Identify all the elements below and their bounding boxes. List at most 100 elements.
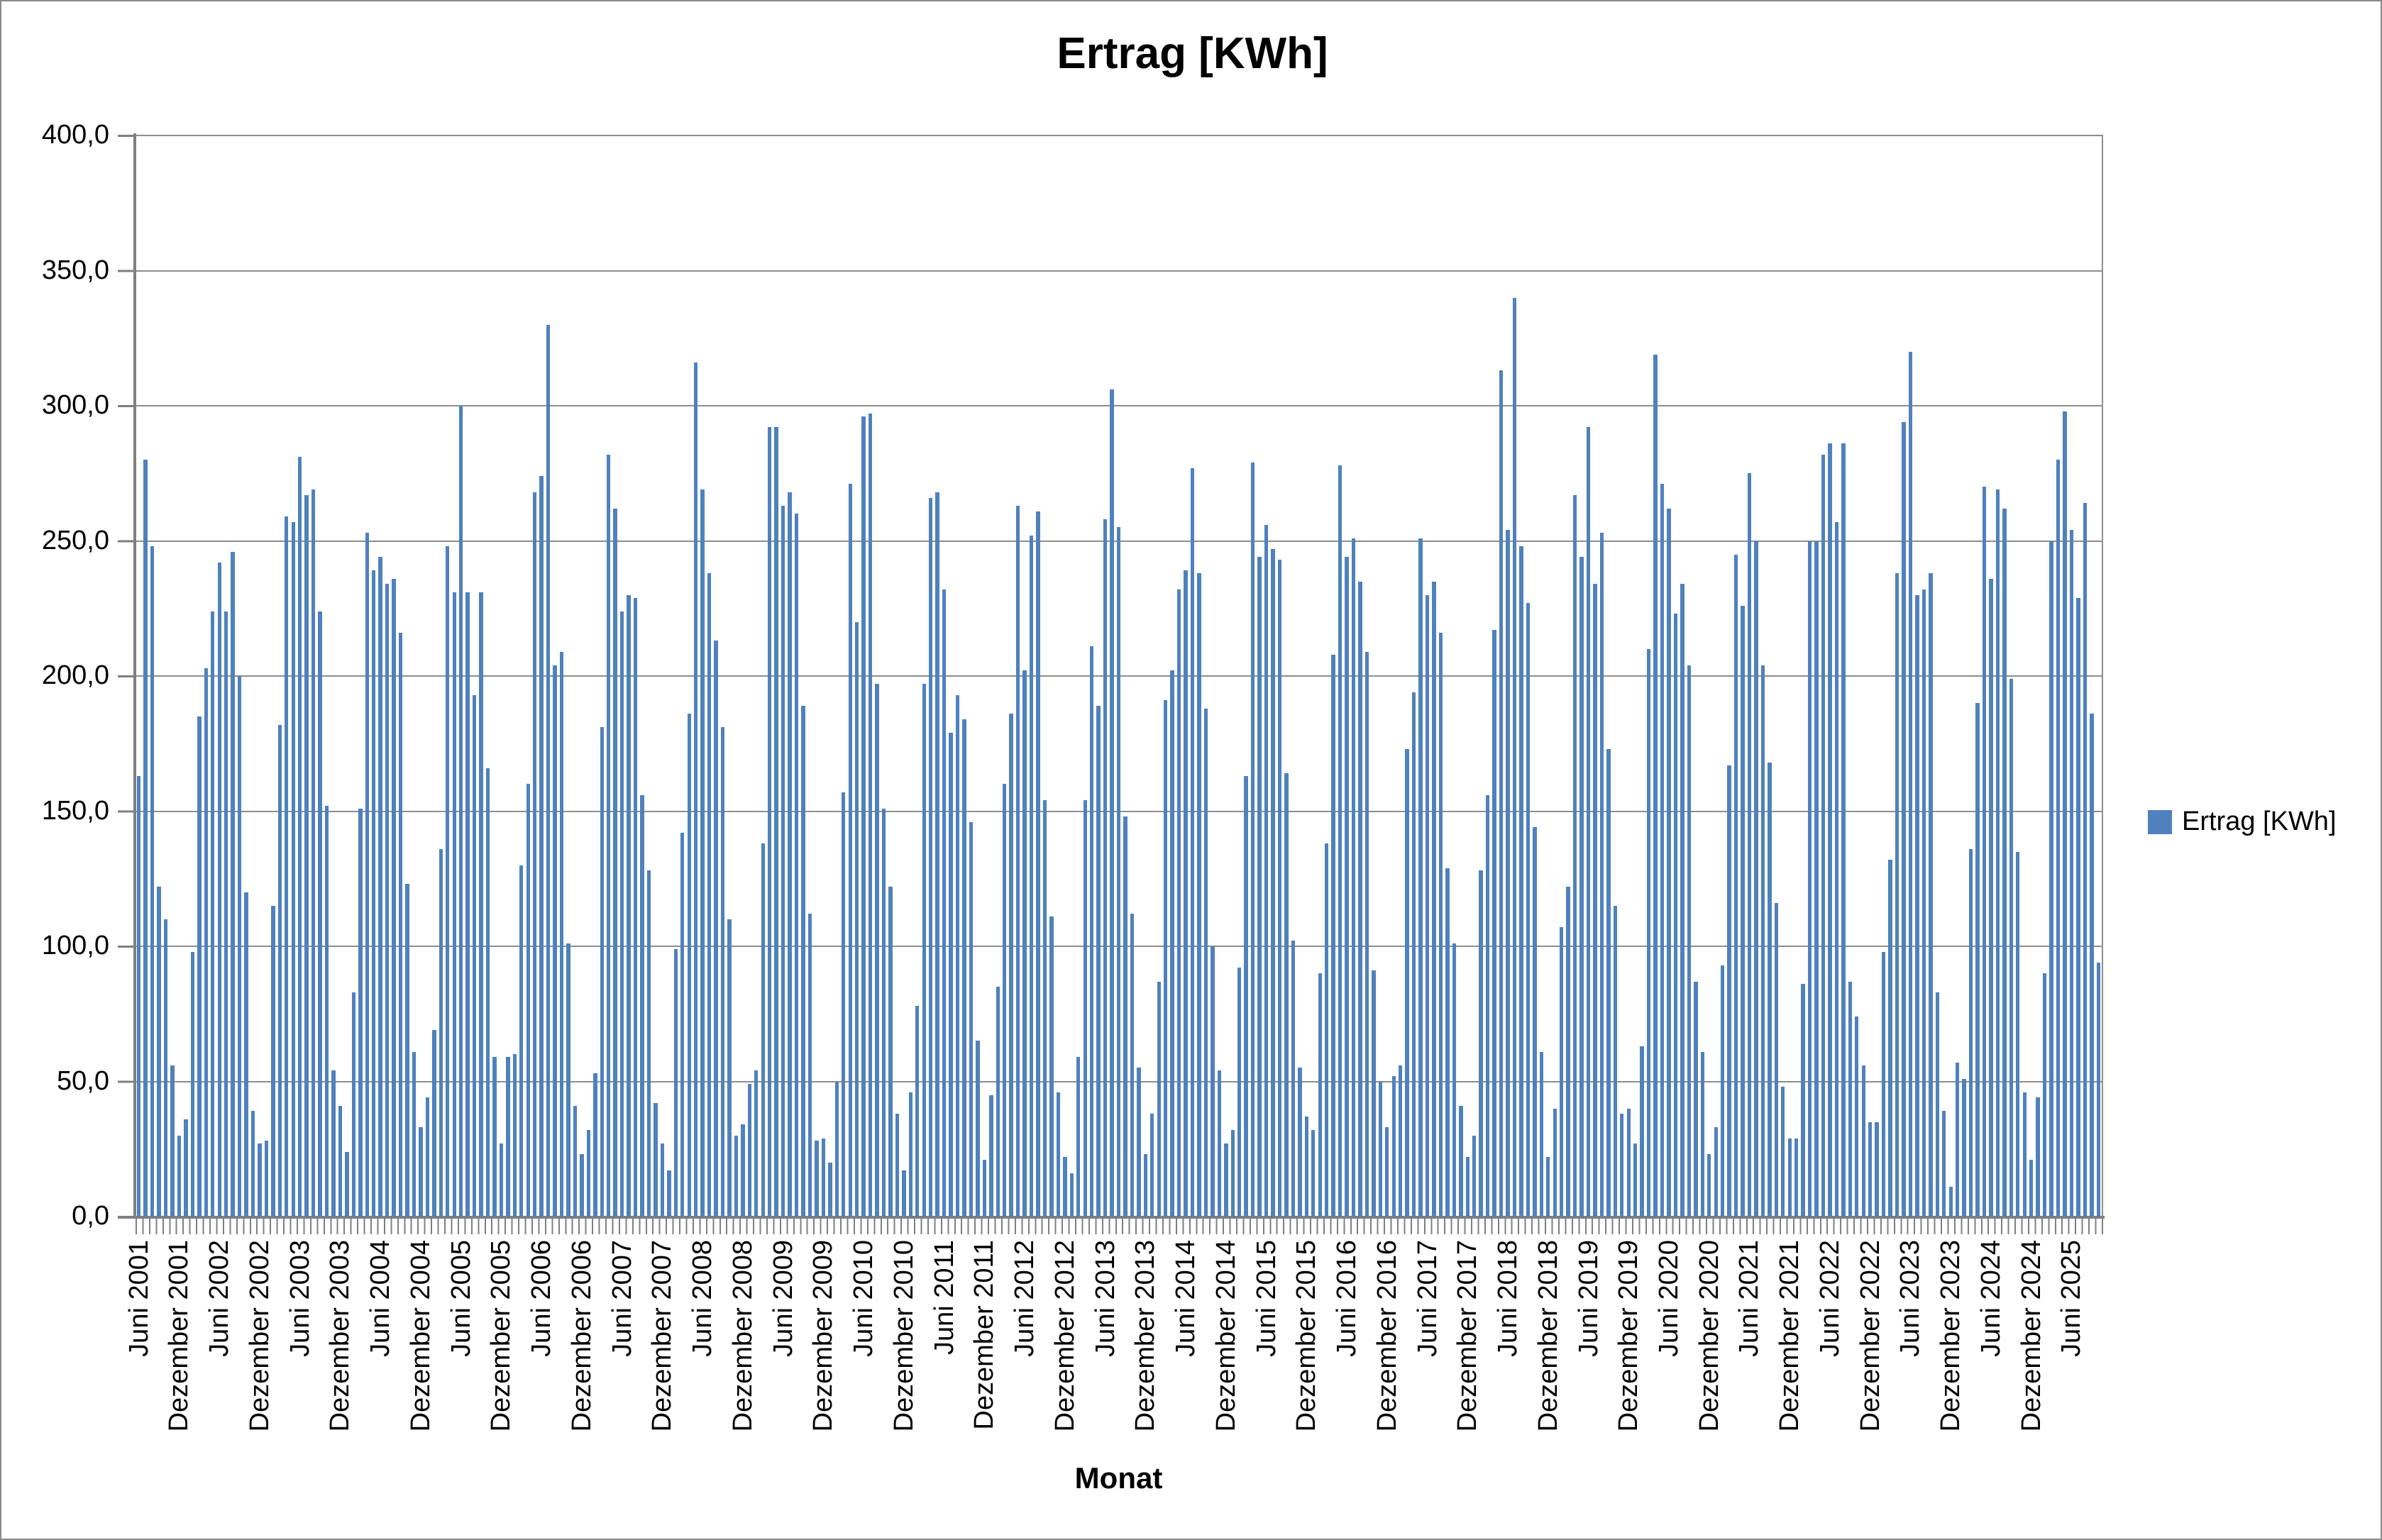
bar xyxy=(1197,573,1201,1217)
bar xyxy=(1539,1051,1543,1217)
y-axis-label: 0,0 xyxy=(72,1201,109,1231)
x-axis-label: Dezember 2019 xyxy=(1614,1240,1644,1432)
y-axis-label: 250,0 xyxy=(41,525,109,555)
bar xyxy=(1190,467,1195,1217)
bar xyxy=(365,533,369,1217)
x-axis-label: Dezember 2008 xyxy=(727,1240,758,1432)
bar xyxy=(553,665,557,1217)
bar xyxy=(1801,984,1805,1217)
bar xyxy=(895,1114,900,1217)
bar xyxy=(1660,484,1665,1217)
bar xyxy=(566,943,570,1217)
bar xyxy=(1364,651,1369,1217)
bar xyxy=(928,497,933,1217)
bar xyxy=(331,1070,336,1217)
bar xyxy=(573,1105,578,1217)
bar xyxy=(1311,1130,1316,1217)
bar xyxy=(720,727,725,1217)
gridline xyxy=(136,270,2103,272)
x-axis-tick-marks xyxy=(136,1219,2103,1234)
bar xyxy=(398,633,403,1217)
bar xyxy=(1506,530,1510,1217)
bar xyxy=(1855,1016,1859,1217)
x-axis-label: Dezember 2018 xyxy=(1533,1240,1563,1432)
bar xyxy=(1714,1127,1718,1217)
bar xyxy=(1760,665,1765,1217)
x-axis-label: Juni 2020 xyxy=(1654,1240,1684,1357)
x-axis-label: Dezember 2023 xyxy=(1936,1240,1966,1432)
bar xyxy=(922,684,926,1217)
bar xyxy=(2022,1092,2027,1217)
bar xyxy=(1741,605,1745,1217)
bar xyxy=(734,1135,739,1217)
bar xyxy=(1962,1078,1966,1217)
bar xyxy=(217,562,221,1217)
bar xyxy=(1579,557,1584,1217)
x-axis-label: Dezember 2021 xyxy=(1775,1240,1805,1432)
bar xyxy=(499,1143,504,1217)
bar xyxy=(1512,297,1517,1217)
bar xyxy=(405,884,409,1217)
bar xyxy=(962,719,966,1217)
bar xyxy=(1942,1111,1946,1217)
bar xyxy=(519,865,524,1217)
bar xyxy=(794,514,799,1217)
bar xyxy=(1042,800,1047,1217)
bar xyxy=(600,727,604,1217)
x-axis-label: Juni 2013 xyxy=(1090,1240,1120,1357)
bar xyxy=(143,460,148,1217)
bar xyxy=(1203,708,1208,1217)
x-axis-label: Juni 2016 xyxy=(1332,1240,1362,1357)
bar xyxy=(211,611,215,1217)
bar xyxy=(788,492,792,1217)
y-axis-label: 350,0 xyxy=(41,255,109,285)
bar xyxy=(1768,762,1772,1217)
legend-label: Ertrag [KWh] xyxy=(2182,807,2337,836)
bar xyxy=(868,414,873,1217)
bar xyxy=(1465,1157,1470,1217)
bar xyxy=(774,427,778,1217)
x-axis-label: Dezember 2006 xyxy=(566,1240,597,1432)
bar xyxy=(727,919,732,1217)
bar xyxy=(607,454,611,1217)
bar xyxy=(875,684,879,1217)
bar xyxy=(1150,1114,1154,1217)
bar xyxy=(1217,1070,1222,1217)
bar xyxy=(700,489,705,1217)
bar xyxy=(1076,1057,1081,1217)
bar xyxy=(1372,970,1376,1217)
bar xyxy=(1613,905,1618,1217)
bar xyxy=(1935,992,1939,1217)
bar xyxy=(1680,584,1685,1217)
bar xyxy=(392,578,396,1217)
bar xyxy=(1257,557,1262,1217)
bar xyxy=(452,592,456,1217)
x-axis-label: Juni 2024 xyxy=(1975,1240,2006,1357)
bar xyxy=(1754,541,1758,1217)
bar xyxy=(378,557,382,1217)
bar xyxy=(250,1111,255,1217)
bar xyxy=(613,508,617,1217)
bar xyxy=(231,551,235,1217)
bar xyxy=(1318,973,1322,1217)
bar xyxy=(935,492,939,1217)
bar xyxy=(157,887,161,1217)
bar xyxy=(1908,351,1913,1217)
bar xyxy=(472,694,477,1217)
legend: Ertrag [KWh] xyxy=(2148,807,2337,837)
bar xyxy=(996,987,1000,1217)
bar xyxy=(1063,1157,1067,1217)
bar xyxy=(1700,1051,1704,1217)
bar xyxy=(1130,914,1135,1217)
bar xyxy=(1653,354,1658,1217)
x-axis-label: Dezember 2015 xyxy=(1291,1240,1322,1432)
bar xyxy=(385,584,390,1217)
bar xyxy=(1164,700,1168,1217)
bar xyxy=(1089,646,1094,1217)
bar xyxy=(821,1138,826,1217)
bar xyxy=(1116,527,1121,1217)
bar xyxy=(2096,962,2100,1217)
bar xyxy=(646,870,651,1217)
bar xyxy=(1324,843,1329,1217)
bar xyxy=(1176,589,1181,1217)
